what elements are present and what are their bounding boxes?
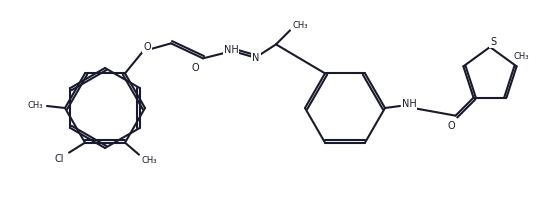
- Text: O: O: [448, 121, 455, 131]
- Text: N: N: [252, 53, 259, 63]
- Text: S: S: [490, 37, 496, 47]
- Text: O: O: [191, 63, 199, 73]
- Text: CH₃: CH₃: [27, 101, 43, 111]
- Text: Cl: Cl: [54, 154, 64, 164]
- Text: CH₃: CH₃: [141, 156, 157, 165]
- Text: NH: NH: [402, 99, 416, 109]
- Text: CH₃: CH₃: [292, 21, 308, 30]
- Text: NH: NH: [224, 45, 238, 55]
- Text: CH₃: CH₃: [514, 52, 530, 61]
- Text: O: O: [143, 42, 151, 52]
